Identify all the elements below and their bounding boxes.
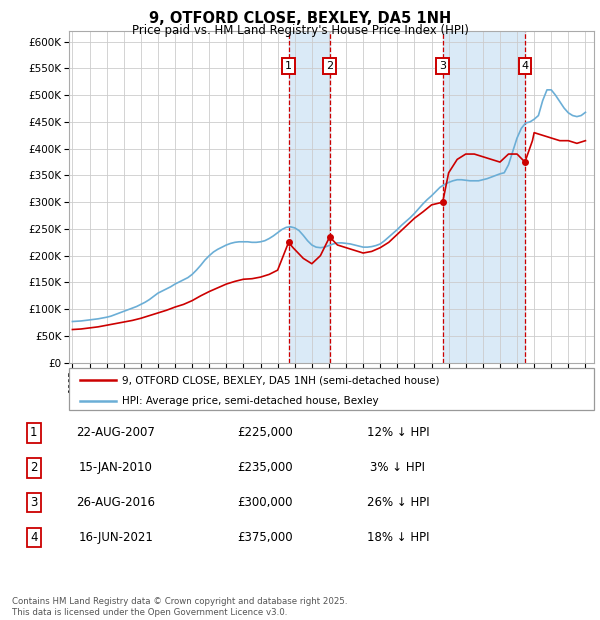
Text: Price paid vs. HM Land Registry's House Price Index (HPI): Price paid vs. HM Land Registry's House … bbox=[131, 24, 469, 37]
FancyBboxPatch shape bbox=[69, 368, 594, 410]
Text: 1: 1 bbox=[30, 427, 38, 440]
Text: 4: 4 bbox=[30, 531, 38, 544]
Text: £235,000: £235,000 bbox=[238, 461, 293, 474]
Text: £225,000: £225,000 bbox=[238, 427, 293, 440]
Text: 1: 1 bbox=[285, 61, 292, 71]
Text: Contains HM Land Registry data © Crown copyright and database right 2025.
This d: Contains HM Land Registry data © Crown c… bbox=[12, 598, 347, 617]
Text: 22-AUG-2007: 22-AUG-2007 bbox=[76, 427, 155, 440]
Text: 3: 3 bbox=[30, 496, 38, 509]
Text: 3: 3 bbox=[439, 61, 446, 71]
Text: 9, OTFORD CLOSE, BEXLEY, DA5 1NH: 9, OTFORD CLOSE, BEXLEY, DA5 1NH bbox=[149, 11, 451, 26]
Text: 16-JUN-2021: 16-JUN-2021 bbox=[78, 531, 153, 544]
Text: 18% ↓ HPI: 18% ↓ HPI bbox=[367, 531, 429, 544]
Text: £300,000: £300,000 bbox=[238, 496, 293, 509]
Text: 2: 2 bbox=[326, 61, 333, 71]
Text: 2: 2 bbox=[30, 461, 38, 474]
Text: £375,000: £375,000 bbox=[238, 531, 293, 544]
Text: 4: 4 bbox=[521, 61, 529, 71]
Text: 15-JAN-2010: 15-JAN-2010 bbox=[79, 461, 152, 474]
Text: HPI: Average price, semi-detached house, Bexley: HPI: Average price, semi-detached house,… bbox=[121, 396, 378, 406]
Bar bbox=[289, 31, 329, 363]
Text: 26-AUG-2016: 26-AUG-2016 bbox=[76, 496, 155, 509]
Text: 3% ↓ HPI: 3% ↓ HPI bbox=[370, 461, 425, 474]
Text: 9, OTFORD CLOSE, BEXLEY, DA5 1NH (semi-detached house): 9, OTFORD CLOSE, BEXLEY, DA5 1NH (semi-d… bbox=[121, 375, 439, 385]
Bar bbox=[443, 31, 525, 363]
Text: 12% ↓ HPI: 12% ↓ HPI bbox=[367, 427, 429, 440]
Text: 26% ↓ HPI: 26% ↓ HPI bbox=[367, 496, 429, 509]
